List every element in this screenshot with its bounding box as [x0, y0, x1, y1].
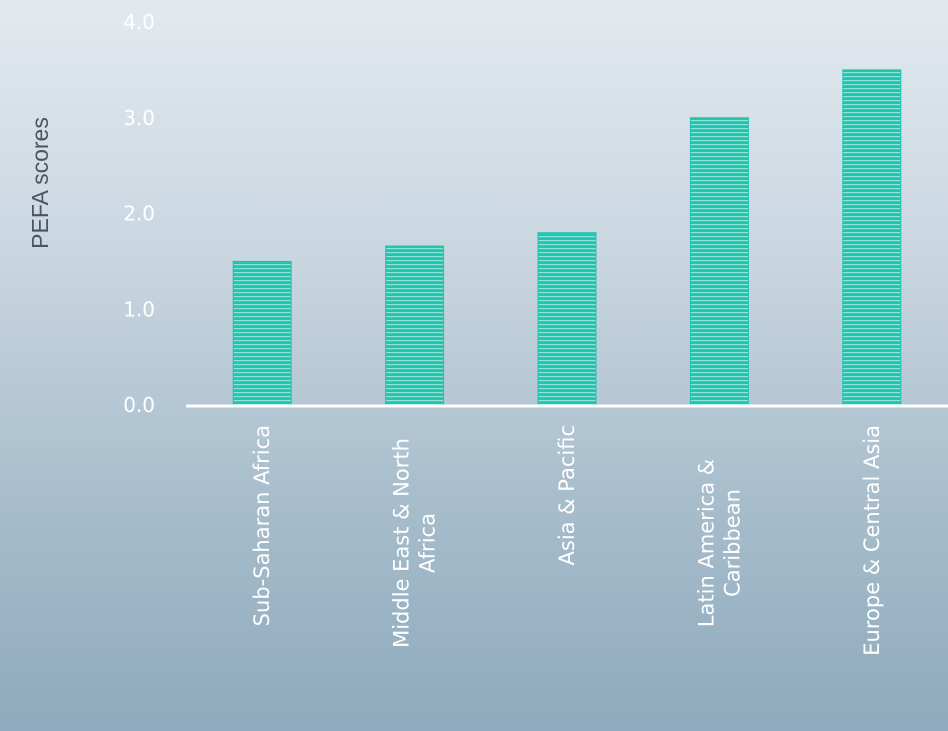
y-tick-label: 4.0: [123, 10, 155, 34]
x-tick-label: Sub-Saharan Africa: [250, 425, 274, 626]
x-tick-label: Middle East & NorthAfrica: [390, 438, 440, 648]
y-axis-label: PEFA scores: [27, 117, 53, 249]
x-axis-labels: Sub-Saharan Africa Middle East & NorthAfr…: [250, 425, 884, 656]
bar: [385, 245, 445, 406]
x-tick-label-line: Asia & Pacific: [555, 425, 579, 565]
y-tick-label: 1.0: [123, 297, 155, 321]
x-tick-label-line: Latin America &: [694, 459, 718, 627]
y-axis-ticks: 0.0 1.0 2.0 3.0 4.0: [123, 10, 155, 417]
x-tick-label-line: Sub-Saharan Africa: [250, 425, 274, 626]
y-tick-label: 3.0: [123, 106, 155, 130]
x-tick-label: Latin America &Caribbean: [694, 459, 744, 627]
x-tick-label: Asia & Pacific: [555, 425, 579, 565]
bar: [842, 69, 902, 406]
x-tick-label-line: Caribbean: [720, 489, 744, 597]
y-tick-label: 2.0: [123, 202, 155, 226]
y-tick-label: 0.0: [123, 393, 155, 417]
bar: [689, 117, 749, 406]
x-tick-label-line: Middle East & North: [390, 438, 414, 648]
x-tick-label: Europe & Central Asia: [860, 425, 884, 656]
x-tick-label-line: Africa: [416, 513, 440, 573]
x-tick-label-line: Europe & Central Asia: [860, 425, 884, 656]
bar: [537, 232, 597, 406]
bars: [232, 69, 902, 406]
bar: [232, 260, 292, 406]
